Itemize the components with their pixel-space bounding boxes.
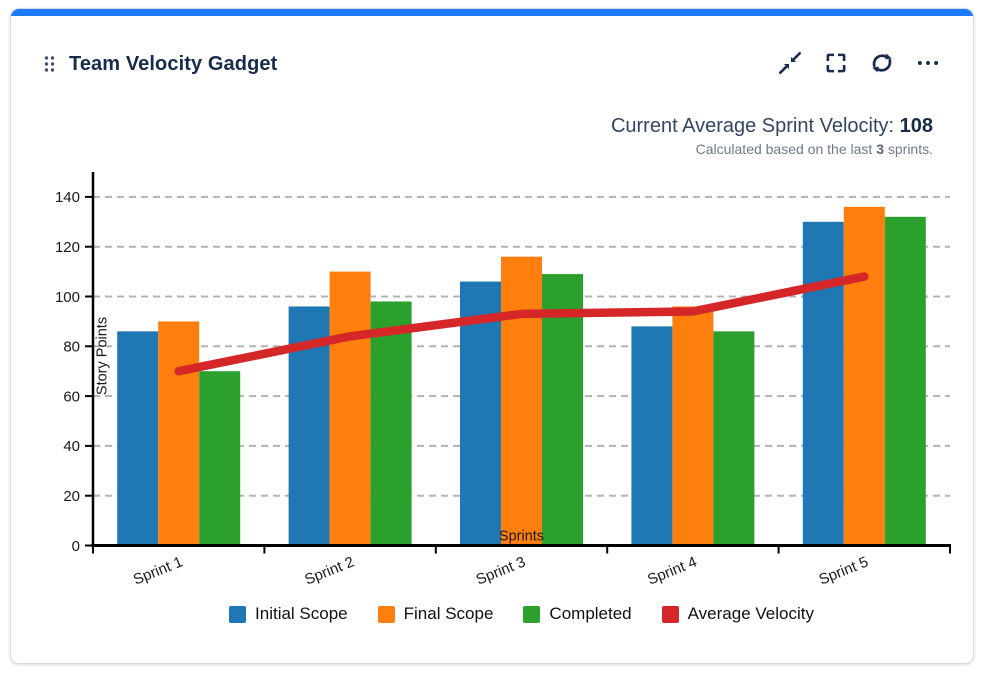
refresh-button[interactable] <box>867 49 897 79</box>
collapse-icon <box>777 50 803 79</box>
fullscreen-button[interactable] <box>821 49 851 79</box>
bar-completed-sprint-3[interactable] <box>542 274 583 546</box>
bar-completed-sprint-4[interactable] <box>713 331 755 546</box>
velocity-summary-sub: Calculated based on the last 3 sprints. <box>611 141 933 157</box>
line-average-velocity <box>174 272 869 376</box>
legend-item-initial-scope[interactable]: Initial Scope <box>229 604 348 624</box>
chart-legend: Initial Scope Final Scope Completed Average… <box>93 604 950 624</box>
x-tick-label-sprint-4: Sprint 4 <box>645 553 699 588</box>
legend-swatch-average-velocity <box>661 605 679 623</box>
card-accent-bar <box>11 9 973 16</box>
legend-swatch-completed <box>523 605 541 623</box>
bar-initial-scope-sprint-4[interactable] <box>631 326 673 546</box>
x-axis-label: Sprints <box>499 529 544 545</box>
gadget-toolbar <box>775 49 943 79</box>
velocity-summary-value: 108 <box>899 115 933 137</box>
velocity-summary: Current Average Sprint Velocity: 108 Cal… <box>611 115 933 157</box>
legend-swatch-final-scope <box>377 605 395 623</box>
velocity-summary-sub-prefix: Calculated based on the last <box>695 141 877 157</box>
bar-final-scope-sprint-5[interactable] <box>843 206 885 546</box>
bar-final-scope-sprint-3[interactable] <box>501 256 542 546</box>
legend-label-initial-scope: Initial Scope <box>255 604 348 623</box>
y-tick-label-60: 60 <box>63 388 80 405</box>
y-tick-label-100: 100 <box>55 289 80 306</box>
legend-label-average-velocity: Average Velocity <box>687 604 814 623</box>
velocity-summary-sub-count: 3 <box>876 141 884 157</box>
y-tick-label-80: 80 <box>63 339 80 356</box>
refresh-icon <box>869 50 895 79</box>
x-tick-label-sprint-1: Sprint 1 <box>131 553 185 588</box>
velocity-summary-label: Current Average Sprint Velocity: <box>610 115 900 137</box>
bar-final-scope-sprint-2[interactable] <box>329 271 371 546</box>
collapse-button[interactable] <box>775 49 805 79</box>
x-tick-label-sprint-5: Sprint 5 <box>816 553 870 588</box>
bar-initial-scope-sprint-1[interactable] <box>117 331 159 546</box>
y-tick-label-140: 140 <box>55 189 80 206</box>
legend-item-completed[interactable]: Completed <box>523 604 632 624</box>
y-tick-label-120: 120 <box>55 239 80 256</box>
more-button[interactable] <box>913 49 943 79</box>
more-icon <box>915 50 941 79</box>
velocity-summary-sub-suffix: sprints. <box>883 141 933 157</box>
bar-final-scope-sprint-1[interactable] <box>158 321 200 546</box>
legend-swatch-initial-scope <box>229 605 247 623</box>
bar-completed-sprint-5[interactable] <box>884 216 926 546</box>
bar-initial-scope-sprint-5[interactable] <box>802 221 844 546</box>
x-tick-label-sprint-2: Sprint 2 <box>302 553 356 588</box>
y-tick-label-20: 20 <box>63 488 80 505</box>
y-axis-label: Story Points <box>95 317 111 395</box>
bar-initial-scope-sprint-3[interactable] <box>460 281 501 546</box>
drag-handle-icon[interactable] <box>43 55 55 73</box>
legend-item-final-scope[interactable]: Final Scope <box>377 604 494 624</box>
bar-completed-sprint-2[interactable] <box>370 301 412 546</box>
legend-label-completed: Completed <box>549 604 632 623</box>
legend-label-final-scope: Final Scope <box>403 604 494 623</box>
gadget-title: Team Velocity Gadget <box>69 52 278 75</box>
velocity-summary-main: Current Average Sprint Velocity: 108 <box>611 115 933 138</box>
x-tick-label-sprint-3: Sprint 3 <box>474 553 528 588</box>
legend-item-average-velocity[interactable]: Average Velocity <box>661 604 814 624</box>
bar-completed-sprint-1[interactable] <box>199 371 241 546</box>
gadget-header: Team Velocity Gadget <box>43 49 943 79</box>
bar-final-scope-sprint-4[interactable] <box>672 306 714 546</box>
y-tick-label-0: 0 <box>72 538 80 555</box>
fullscreen-icon <box>823 50 849 79</box>
y-tick-label-40: 40 <box>63 438 80 455</box>
